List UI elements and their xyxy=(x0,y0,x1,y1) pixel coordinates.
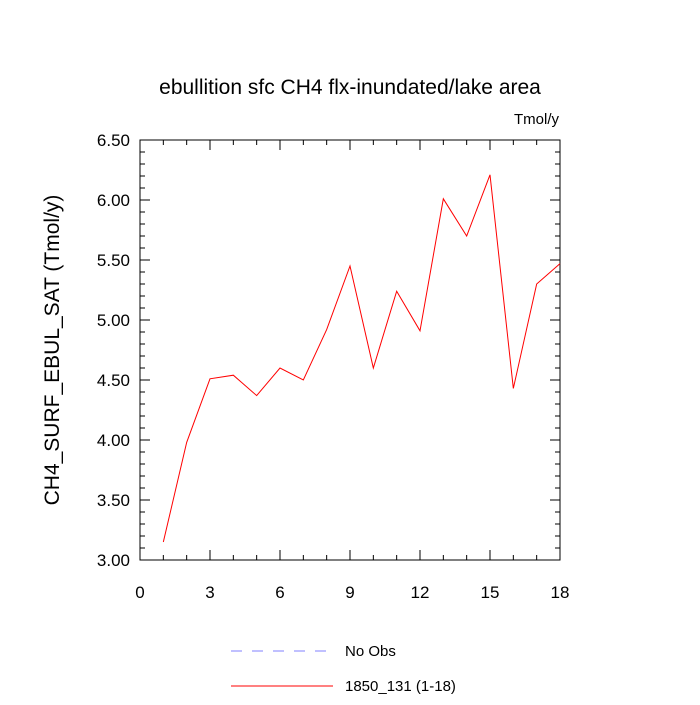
y-tick-label: 6.50 xyxy=(97,131,130,150)
x-axis-ticks: 0 3 6 9 12 15 18 xyxy=(135,140,569,602)
y-tick-label: 3.50 xyxy=(97,491,130,510)
x-tick-label: 0 xyxy=(135,583,144,602)
x-tick-label: 12 xyxy=(411,583,430,602)
y-tick-label: 5.00 xyxy=(97,311,130,330)
units-label: Tmol/y xyxy=(514,111,560,128)
y-tick-label: 3.00 xyxy=(97,551,130,570)
chart-title: ebullition sfc CH4 flx-inundated/lake ar… xyxy=(159,76,541,99)
y-axis-ticks: 3.00 3.50 4.00 4.50 5.00 5.50 6.00 6.50 xyxy=(97,131,560,570)
x-tick-label: 3 xyxy=(205,583,214,602)
series-line-1 xyxy=(163,175,560,542)
y-tick-label: 6.00 xyxy=(97,191,130,210)
x-tick-label: 9 xyxy=(345,583,354,602)
legend-label-0: No Obs xyxy=(345,643,396,660)
x-tick-label: 6 xyxy=(275,583,284,602)
x-tick-label: 18 xyxy=(551,583,570,602)
legend: No Obs 1850_131 (1-18) xyxy=(231,643,456,695)
y-tick-label: 4.50 xyxy=(97,371,130,390)
y-tick-label: 4.00 xyxy=(97,431,130,450)
x-tick-label: 15 xyxy=(481,583,500,602)
plot-area-frame xyxy=(140,140,560,560)
y-tick-label: 5.50 xyxy=(97,251,130,270)
y-axis-label: CH4_SURF_EBUL_SAT (Tmol/y) xyxy=(41,195,64,506)
legend-label-1: 1850_131 (1-18) xyxy=(345,678,456,695)
series-layer xyxy=(163,175,560,542)
